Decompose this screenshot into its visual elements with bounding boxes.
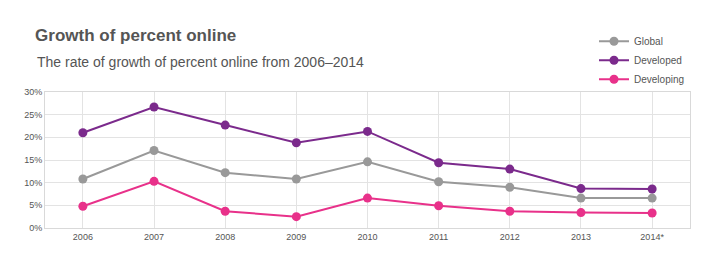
- svg-text:2009: 2009: [286, 232, 306, 242]
- svg-text:2006: 2006: [73, 232, 93, 242]
- svg-text:2014*: 2014*: [640, 232, 664, 242]
- svg-text:2011: 2011: [429, 232, 448, 242]
- svg-text:2010: 2010: [357, 232, 377, 242]
- svg-text:2007: 2007: [144, 232, 164, 242]
- svg-text:Developed: Developed: [634, 55, 682, 66]
- svg-text:Global: Global: [634, 36, 663, 47]
- svg-text:Growth of percent online: Growth of percent online: [35, 26, 236, 45]
- svg-text:25%: 25%: [24, 110, 42, 120]
- svg-text:20%: 20%: [24, 132, 42, 142]
- svg-text:10%: 10%: [24, 178, 42, 188]
- svg-text:15%: 15%: [24, 155, 42, 165]
- svg-text:2013: 2013: [571, 232, 591, 242]
- svg-text:2008: 2008: [215, 232, 235, 242]
- svg-text:0%: 0%: [29, 223, 42, 233]
- svg-text:Developing: Developing: [634, 74, 684, 85]
- svg-text:5%: 5%: [29, 200, 42, 210]
- svg-text:30%: 30%: [24, 87, 42, 97]
- svg-text:The rate of growth of percent: The rate of growth of percent online fro…: [37, 54, 364, 70]
- svg-text:2012: 2012: [500, 232, 520, 242]
